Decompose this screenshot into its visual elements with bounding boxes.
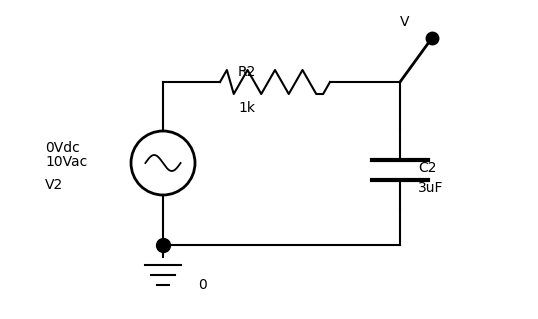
Text: V: V [400, 15, 409, 29]
Text: 10Vac: 10Vac [45, 155, 87, 169]
Text: 1k: 1k [238, 101, 255, 115]
Text: 3uF: 3uF [418, 181, 443, 195]
Text: 0Vdc: 0Vdc [45, 141, 80, 155]
Text: C2: C2 [418, 161, 436, 175]
Text: R2: R2 [238, 65, 257, 79]
Text: V2: V2 [45, 178, 63, 192]
Text: 0: 0 [198, 278, 207, 292]
